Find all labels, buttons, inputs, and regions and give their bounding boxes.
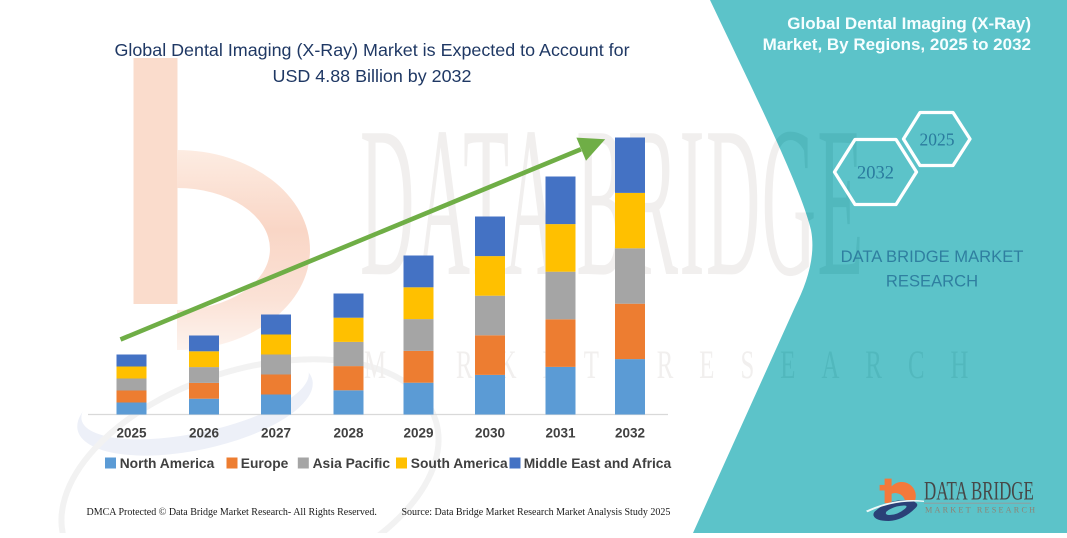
- svg-text:2029: 2029: [403, 426, 433, 441]
- svg-text:North America: North America: [120, 456, 215, 471]
- svg-text:2027: 2027: [261, 426, 291, 441]
- svg-text:2028: 2028: [333, 426, 364, 441]
- svg-text:2032: 2032: [615, 426, 645, 441]
- svg-text:Global Dental Imaging (X-Ray): Global Dental Imaging (X-Ray): [787, 14, 1031, 33]
- svg-text:2025: 2025: [116, 426, 147, 441]
- svg-text:MARKET RESEARCH: MARKET RESEARCH: [925, 506, 1037, 515]
- svg-text:DATA BRIDGE MARKET: DATA BRIDGE MARKET: [841, 247, 1024, 266]
- svg-text:South America: South America: [411, 456, 508, 471]
- svg-text:2025: 2025: [920, 130, 955, 150]
- svg-text:2030: 2030: [475, 426, 505, 441]
- svg-text:Source: Data Bridge Market Res: Source: Data Bridge Market Research Mark…: [402, 507, 671, 518]
- svg-text:RESEARCH: RESEARCH: [886, 272, 978, 291]
- svg-text:Middle East and Africa: Middle East and Africa: [524, 456, 672, 471]
- svg-text:USD 4.88 Billion by 2032: USD 4.88 Billion by 2032: [273, 66, 472, 86]
- svg-text:Market, By Regions, 2025 to 20: Market, By Regions, 2025 to 2032: [763, 35, 1031, 54]
- svg-text:Global Dental Imaging (X-Ray): Global Dental Imaging (X-Ray) Market is …: [114, 40, 629, 60]
- svg-text:DATA BRIDGE: DATA BRIDGE: [924, 476, 1034, 506]
- svg-text:2026: 2026: [189, 426, 220, 441]
- svg-text:DMCA Protected © Data Bridge M: DMCA Protected © Data Bridge Market Rese…: [87, 507, 377, 518]
- svg-text:Asia Pacific: Asia Pacific: [313, 456, 391, 471]
- svg-text:2032: 2032: [857, 164, 894, 184]
- svg-text:Europe: Europe: [241, 456, 289, 471]
- svg-text:2031: 2031: [545, 426, 576, 441]
